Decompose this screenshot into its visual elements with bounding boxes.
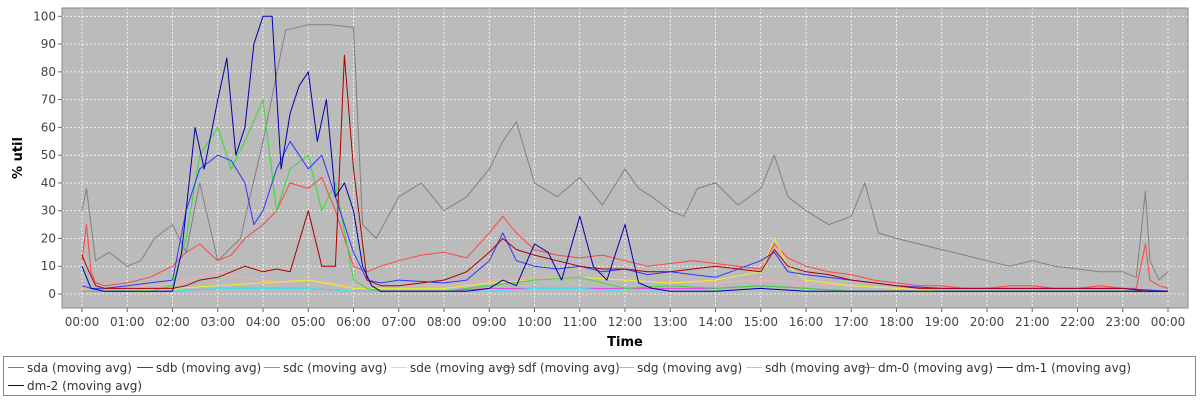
x-tick-label: 02:00 (155, 315, 190, 329)
legend-swatch (8, 367, 24, 368)
legend: sda (moving avg) sdb (moving avg) sdc (mov… (3, 356, 1196, 396)
series-lines (81, 15, 1169, 292)
y-tick-label: 20 (41, 231, 56, 245)
legend-item: sdg (moving avg) (618, 359, 742, 377)
legend-item: dm-0 (moving avg) (859, 359, 993, 377)
legend-item: dm-1 (moving avg) (997, 359, 1131, 377)
series-line-sdb (81, 140, 1169, 292)
legend-swatch (499, 367, 515, 368)
legend-swatch (746, 367, 762, 368)
x-tick-label: 09:00 (472, 315, 507, 329)
y-tick-label: 0 (48, 287, 56, 301)
legend-swatch (618, 367, 634, 368)
legend-swatch (391, 367, 407, 368)
axes: 0 10 20 30 40 50 60 70 80 90 100 00:00 01:00 02:00 03:… (33, 7, 1189, 329)
series-line-dm-0 (81, 24, 1169, 281)
x-tick-label: 14:00 (698, 315, 733, 329)
legend-item: sdf (moving avg) (499, 359, 620, 377)
x-tick-label: 13:00 (653, 315, 688, 329)
legend-label: dm-2 (moving avg) (27, 379, 143, 393)
x-tick-label: 12:00 (608, 315, 643, 329)
y-tick-label: 90 (41, 37, 56, 51)
y-tick-label: 70 (41, 93, 56, 107)
legend-label: sdh (moving avg) (765, 361, 871, 375)
y-tick-label: 10 (41, 259, 56, 273)
y-tick-label: 50 (41, 148, 56, 162)
legend-label: sdc (moving avg) (283, 361, 388, 375)
x-tick-label: 16:00 (789, 315, 824, 329)
grid-lines (62, 8, 1188, 308)
x-tick-label: 15:00 (743, 315, 778, 329)
y-tick-label: 100 (33, 9, 56, 23)
legend-item: sda (moving avg) (8, 359, 132, 377)
x-tick-label: 05:00 (291, 315, 326, 329)
legend-label: sde (moving avg) (410, 361, 516, 375)
x-tick-label: 22:00 (1060, 315, 1095, 329)
y-axis-title: % util (11, 137, 26, 179)
x-tick-label: 23:00 (1105, 315, 1140, 329)
legend-label: sdb (moving avg) (156, 361, 262, 375)
legend-label: sdg (moving avg) (637, 361, 743, 375)
series-line-dm-2 (81, 15, 1168, 292)
legend-swatch (859, 367, 875, 368)
legend-swatch (264, 367, 280, 368)
series-line-dm-1 (81, 54, 1168, 292)
y-tick-label: 40 (41, 176, 56, 190)
x-tick-label: 04:00 (246, 315, 281, 329)
legend-item: sdc (moving avg) (264, 359, 387, 377)
x-tick-label: 10:00 (517, 315, 552, 329)
legend-item: sde (moving avg) (391, 359, 515, 377)
y-tick-label: 80 (41, 65, 56, 79)
x-tick-label: 11:00 (562, 315, 597, 329)
x-tick-label: 00:00 (65, 315, 100, 329)
x-axis-title: Time (607, 335, 643, 350)
x-tick-label: 08:00 (427, 315, 462, 329)
x-tick-label: 19:00 (924, 315, 959, 329)
y-tick-label: 30 (41, 204, 56, 218)
legend-label: dm-0 (moving avg) (878, 361, 994, 375)
x-tick-label: 06:00 (336, 315, 371, 329)
x-tick-label: 21:00 (1015, 315, 1050, 329)
x-tick-label: 03:00 (200, 315, 235, 329)
x-tick-label: 18:00 (879, 315, 914, 329)
legend-label: dm-1 (moving avg) (1016, 361, 1132, 375)
plot-border (61, 7, 1189, 309)
x-tick-label: 01:00 (110, 315, 145, 329)
legend-item: dm-2 (moving avg) (8, 377, 142, 395)
legend-item: sdb (moving avg) (137, 359, 261, 377)
x-tick-label: 20:00 (970, 315, 1005, 329)
legend-label: sda (moving avg) (27, 361, 132, 375)
x-tick-label: 07:00 (381, 315, 416, 329)
legend-label: sdf (moving avg) (518, 361, 620, 375)
legend-swatch (137, 367, 153, 368)
y-tick-label: 60 (41, 120, 56, 134)
chart: 0 10 20 30 40 50 60 70 80 90 100 00:00 01:00 02:00 03:… (11, 7, 1189, 350)
legend-swatch (8, 385, 24, 386)
x-tick-label: 17:00 (834, 315, 869, 329)
legend-item: sdh (moving avg) (746, 359, 870, 377)
legend-swatch (997, 367, 1013, 368)
x-tick-label: 00:00 (1151, 315, 1186, 329)
